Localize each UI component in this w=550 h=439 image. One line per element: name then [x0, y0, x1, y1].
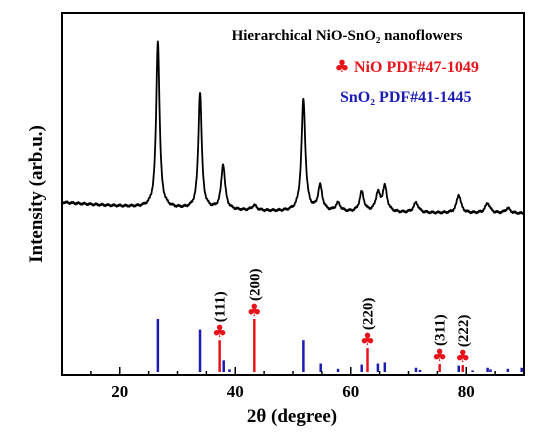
x-tick-label: 80	[458, 382, 475, 401]
miller-index-label: (222)	[456, 315, 472, 348]
miller-index-label: (200)	[247, 269, 263, 302]
x-tick-label: 20	[111, 382, 128, 401]
xrd-pattern	[61, 40, 525, 216]
miller-index-label: (220)	[360, 298, 376, 331]
legend-nio-label: NiO PDF#47-1049	[354, 59, 479, 76]
nio-club-marker: ♣	[432, 346, 447, 366]
reference-lines: ♣(111) ♣(200)♣(220)♣(311)♣(222)	[156, 269, 523, 372]
nio-club-marker: ♣	[247, 301, 262, 321]
x-tick-label: 40	[227, 382, 244, 401]
x-axis-label: 2θ (degree)	[247, 406, 337, 427]
legend-sno2-label: SnO₂ PDF#41-1445	[340, 89, 471, 106]
xrd-pattern-line	[61, 40, 525, 216]
x-axis-ticks: 20 40 60 80	[61, 367, 525, 401]
chart-title: Hierarchical NiO-SnO₂ nanoflowers	[232, 28, 463, 44]
nio-club-marker: ♣	[212, 322, 227, 342]
miller-index-label: (311)	[433, 314, 449, 346]
miller-index-label: (111)	[213, 291, 229, 322]
legend: Hierarchical NiO-SnO₂ nanoflowers ♣ NiO P…	[232, 28, 479, 106]
y-axis-label: Intensity (arb.u.)	[26, 125, 47, 263]
x-tick-label: 60	[342, 382, 359, 401]
nio-club-marker: ♣	[360, 330, 375, 350]
nio-club-marker: ♣	[455, 347, 470, 367]
legend-nio-marker: ♣	[334, 57, 349, 77]
